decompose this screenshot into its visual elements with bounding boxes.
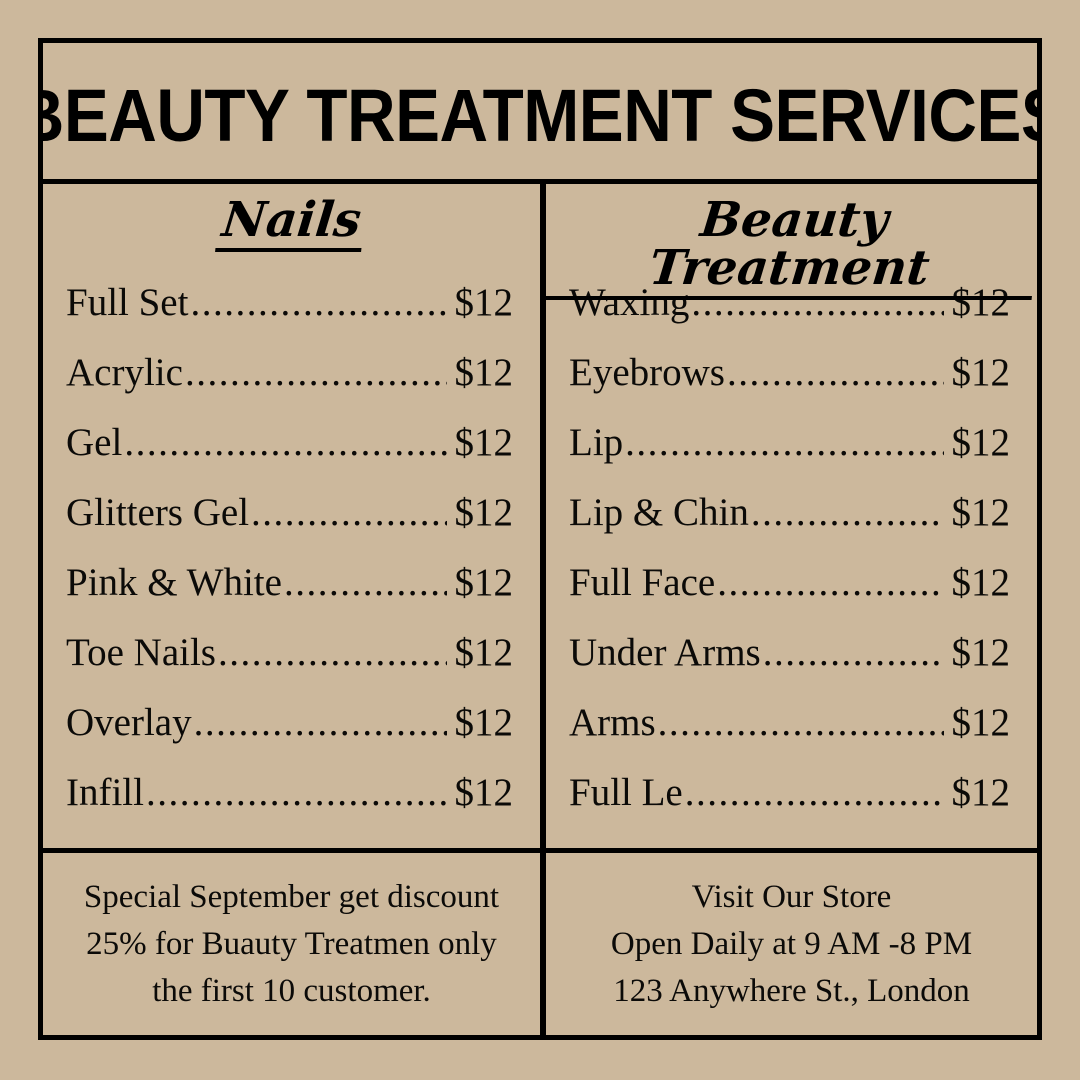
page-title: BEAUTY TREATMENT SERVICES xyxy=(43,73,1037,156)
dot-leader: ........................................… xyxy=(124,421,446,464)
dot-leader: ........................................… xyxy=(717,561,944,604)
service-name: Pink & White xyxy=(66,561,282,604)
list-item[interactable]: Under Arms .............................… xyxy=(569,618,1010,688)
list-item[interactable]: Infill .................................… xyxy=(66,758,513,828)
column-nails: Nails Full Set .........................… xyxy=(43,184,540,848)
service-name: Under Arms xyxy=(569,631,761,674)
dot-leader: ........................................… xyxy=(145,771,447,814)
service-price: $12 xyxy=(454,491,514,534)
column-header-beauty-treatment: Beauty Treatment xyxy=(540,184,1043,300)
list-item[interactable]: Waxing .................................… xyxy=(569,268,1010,338)
title-divider xyxy=(43,179,1037,184)
service-price: $12 xyxy=(951,281,1011,324)
promo-note-line: the first 10 customer. xyxy=(152,972,431,1009)
list-item[interactable]: Glitters Gel ...........................… xyxy=(66,478,513,548)
notes-divider xyxy=(43,848,1037,853)
service-price: $12 xyxy=(951,561,1011,604)
dot-leader: ........................................… xyxy=(625,421,943,464)
service-name: Full Le xyxy=(569,771,683,814)
list-item[interactable]: Pink & White ...........................… xyxy=(66,548,513,618)
service-price: $12 xyxy=(951,701,1011,744)
column-divider xyxy=(540,184,546,853)
service-price: $12 xyxy=(454,351,514,394)
price-list-beauty-treatment: Waxing .................................… xyxy=(546,268,1037,828)
store-info-line: 123 Anywhere St., London xyxy=(613,972,970,1009)
list-item[interactable]: Overlay ................................… xyxy=(66,688,513,758)
column-beauty-treatment: Beauty Treatment Waxing ................… xyxy=(540,184,1043,848)
dot-leader: ........................................… xyxy=(750,491,944,534)
service-name: Gel xyxy=(66,421,123,464)
column-heading-label: Nails xyxy=(215,192,368,252)
dot-leader: ........................................… xyxy=(217,631,447,674)
list-item[interactable]: Arms ...................................… xyxy=(569,688,1010,758)
list-item[interactable]: Lip ....................................… xyxy=(569,408,1010,478)
service-name: Eyebrows xyxy=(569,351,725,394)
price-list-nails: Full Set ...............................… xyxy=(43,268,540,828)
list-item[interactable]: Acrylic ................................… xyxy=(66,338,513,408)
service-price: $12 xyxy=(951,631,1011,674)
service-price: $12 xyxy=(454,281,514,324)
poster-frame: BEAUTY TREATMENT SERVICES Nails Full Set… xyxy=(38,38,1043,1040)
service-name: Full Set xyxy=(66,281,189,324)
list-item[interactable]: Full Le ................................… xyxy=(569,758,1010,828)
dot-leader: ........................................… xyxy=(251,491,446,534)
service-name: Glitters Gel xyxy=(66,491,250,534)
service-name: Arms xyxy=(569,701,656,744)
dot-leader: ........................................… xyxy=(657,701,944,744)
dot-leader: ........................................… xyxy=(684,771,944,814)
service-price: $12 xyxy=(951,351,1011,394)
dot-leader: ........................................… xyxy=(184,351,447,394)
service-name: Acrylic xyxy=(66,351,183,394)
list-item[interactable]: Eyebrows ...............................… xyxy=(569,338,1010,408)
service-price: $12 xyxy=(951,771,1011,814)
dot-leader: ........................................… xyxy=(691,281,943,324)
notes-column-divider xyxy=(540,853,546,1035)
promo-note: Special September get discount 25% for B… xyxy=(43,853,540,1035)
service-name: Infill xyxy=(66,771,144,814)
store-info-note: Visit Our Store Open Daily at 9 AM -8 PM… xyxy=(546,853,1037,1035)
list-item[interactable]: Full Face ..............................… xyxy=(569,548,1010,618)
service-price: $12 xyxy=(454,771,514,814)
store-info-line: Visit Our Store xyxy=(691,878,892,915)
title-band: BEAUTY TREATMENT SERVICES xyxy=(43,43,1037,184)
service-price: $12 xyxy=(951,491,1011,534)
service-name: Waxing xyxy=(569,281,690,324)
list-item[interactable]: Toe Nails ..............................… xyxy=(66,618,513,688)
dot-leader: ........................................… xyxy=(193,701,447,744)
dot-leader: ........................................… xyxy=(283,561,447,604)
service-price: $12 xyxy=(454,421,514,464)
dot-leader: ........................................… xyxy=(190,281,446,324)
column-heading-label: Beauty Treatment xyxy=(540,192,1043,300)
service-name: Toe Nails xyxy=(66,631,216,674)
list-item[interactable]: Full Set ...............................… xyxy=(66,268,513,338)
price-columns: Nails Full Set .........................… xyxy=(43,184,1043,853)
footer-notes: Special September get discount 25% for B… xyxy=(43,853,1037,1035)
service-price: $12 xyxy=(454,561,514,604)
service-price: $12 xyxy=(951,421,1011,464)
service-name: Lip & Chin xyxy=(569,491,749,534)
service-name: Full Face xyxy=(569,561,716,604)
promo-note-line: 25% for Buauty Treatmen only xyxy=(86,925,497,962)
list-item[interactable]: Gel ....................................… xyxy=(66,408,513,478)
store-info-line: Open Daily at 9 AM -8 PM xyxy=(610,925,973,962)
dot-leader: ........................................… xyxy=(726,351,944,394)
promo-note-line: Special September get discount xyxy=(83,878,500,915)
column-header-nails: Nails xyxy=(43,184,540,268)
service-price: $12 xyxy=(454,701,514,744)
dot-leader: ........................................… xyxy=(762,631,944,674)
list-item[interactable]: Lip & Chin .............................… xyxy=(569,478,1010,548)
service-name: Overlay xyxy=(66,701,192,744)
service-name: Lip xyxy=(569,421,624,464)
service-price: $12 xyxy=(454,631,514,674)
